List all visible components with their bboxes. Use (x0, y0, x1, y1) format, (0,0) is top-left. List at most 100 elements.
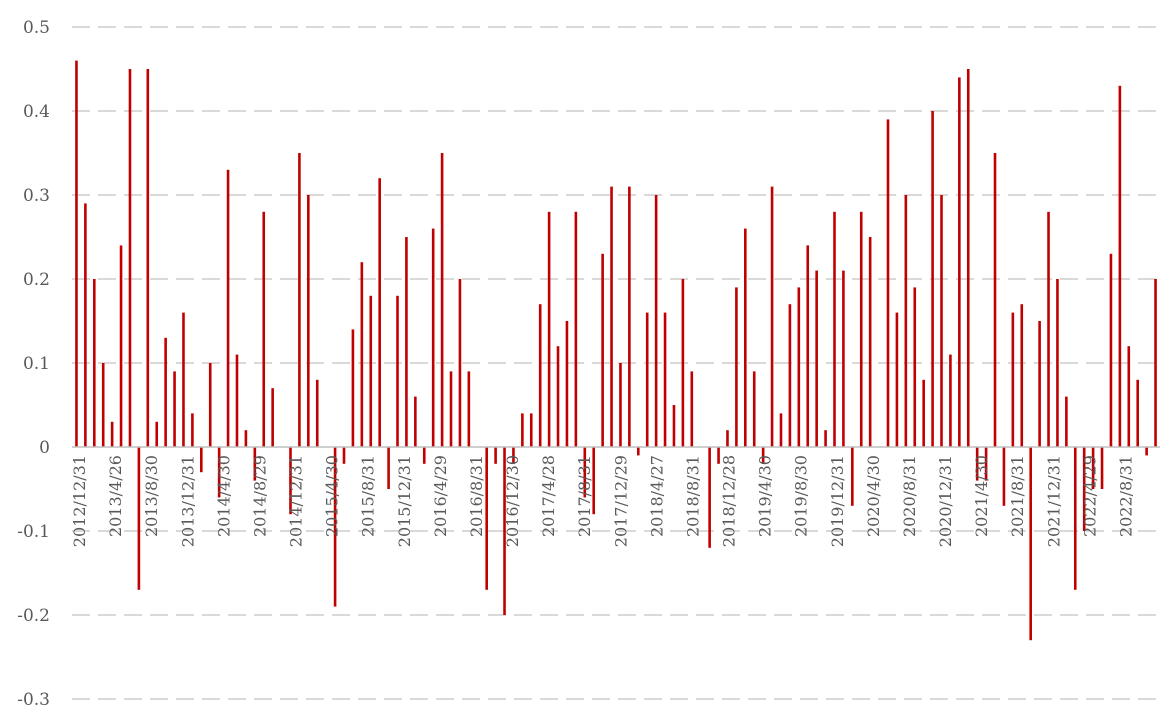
y-tick-label: -0.2 (17, 606, 50, 626)
bar (494, 447, 497, 464)
bar (200, 447, 203, 473)
bar (512, 447, 515, 464)
bar (182, 312, 185, 447)
bar (1073, 447, 1077, 590)
bar (1136, 379, 1140, 447)
bar (1011, 312, 1015, 447)
bar (137, 447, 141, 590)
bar (1118, 85, 1122, 448)
bar (726, 430, 729, 447)
bar (565, 321, 569, 447)
bar (735, 287, 738, 447)
x-tick-label: 2016/12/30 (503, 455, 522, 547)
bar (1020, 304, 1024, 447)
bar (645, 312, 649, 447)
bar (913, 287, 917, 447)
bar (244, 430, 248, 447)
bar (654, 195, 658, 447)
gridlines (72, 26, 1160, 700)
x-tick-label: 2015/4/30 (323, 455, 342, 537)
bar (271, 388, 274, 447)
bars (75, 60, 1157, 641)
x-tick-label: 2017/8/31 (575, 455, 594, 537)
x-tick-label: 2021/8/31 (1008, 455, 1027, 537)
bar (164, 337, 167, 447)
bar (1109, 253, 1113, 447)
bar (119, 245, 123, 447)
bar (84, 203, 87, 447)
bar (253, 447, 257, 481)
x-tick-label: 2015/12/31 (395, 455, 414, 547)
bar (779, 413, 783, 447)
x-tick-label: 2013/12/31 (178, 455, 197, 547)
bar (128, 69, 132, 447)
x-tick-label: 2012/12/31 (70, 455, 89, 547)
bar (940, 195, 943, 447)
y-tick-label: 0 (39, 438, 50, 458)
bar (458, 279, 462, 447)
x-tick-label: 2019/12/31 (828, 455, 847, 547)
bar (369, 295, 373, 447)
x-tick-label: 2021/12/31 (1044, 455, 1063, 547)
bar (619, 363, 622, 447)
bar (387, 447, 390, 489)
bar (859, 211, 863, 447)
x-tick-label: 2014/4/30 (214, 455, 233, 537)
bar (351, 329, 355, 447)
bar (931, 111, 934, 447)
x-tick-label: 2020/4/30 (864, 455, 883, 537)
bar (993, 153, 997, 447)
bar (895, 312, 899, 447)
bar (342, 447, 346, 464)
bar (868, 237, 872, 447)
bar (984, 447, 988, 481)
bar (1145, 447, 1148, 456)
x-tick-label: 2021/4/30 (972, 455, 991, 537)
bar (155, 421, 159, 447)
bar (405, 237, 408, 447)
bar (592, 447, 596, 515)
bar (752, 371, 756, 447)
bar (744, 228, 747, 447)
x-tick-label: 2020/12/31 (936, 455, 955, 547)
bar (1029, 447, 1032, 641)
bar (1038, 321, 1041, 447)
bar (298, 153, 301, 447)
bar (583, 447, 587, 498)
x-tick-label: 2018/12/28 (720, 455, 739, 547)
x-tick-label: 2018/8/31 (683, 455, 702, 537)
bar (1065, 396, 1068, 447)
bar (966, 69, 970, 447)
bar (949, 354, 952, 447)
bar (333, 447, 337, 607)
bar (958, 77, 961, 448)
bar (235, 354, 239, 447)
bar (1082, 447, 1086, 531)
bar (636, 447, 640, 456)
x-tick-label: 2019/8/30 (792, 455, 811, 537)
bar (440, 153, 444, 447)
y-tick-label: 0.3 (23, 186, 50, 206)
x-tick-label: 2018/4/27 (647, 455, 666, 537)
x-tick-label: 2015/8/31 (359, 455, 378, 537)
bar (904, 195, 908, 447)
x-tick-label: 2014/12/31 (287, 455, 306, 547)
bar (529, 413, 533, 447)
bar (601, 253, 604, 447)
bar (770, 186, 774, 447)
bar (610, 186, 613, 447)
bar (307, 195, 310, 447)
bar (761, 447, 765, 464)
bar (503, 447, 506, 615)
x-tick-label: 2013/4/26 (106, 455, 125, 537)
bar (1127, 346, 1131, 447)
bar (851, 447, 854, 506)
bar (101, 363, 105, 447)
bar (449, 371, 453, 447)
x-tick-label: 2022/4/29 (1080, 455, 1099, 537)
bar (1056, 279, 1059, 447)
bar (75, 60, 78, 447)
y-tick-label: -0.1 (17, 522, 50, 542)
bar (681, 279, 685, 447)
x-axis-tick-labels: 2012/12/31 2013/4/26 2013/8/30 2013/12/31 20… (70, 455, 1136, 547)
